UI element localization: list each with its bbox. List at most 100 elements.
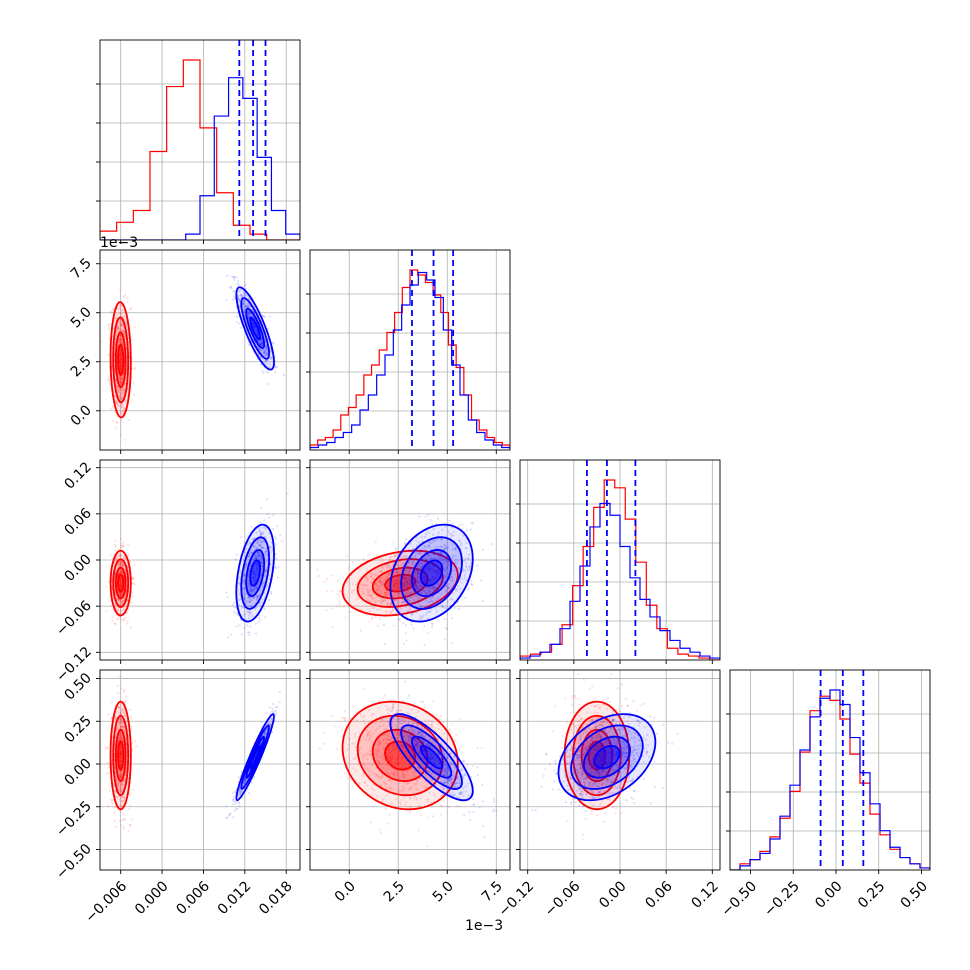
scatter-point <box>261 344 264 347</box>
scatter-point <box>126 781 129 784</box>
scatter-point <box>441 604 444 608</box>
scatter-point <box>352 589 355 592</box>
scatter-point <box>100 340 103 343</box>
scatter-point <box>351 589 354 592</box>
scatter-point <box>418 580 421 584</box>
scatter-point <box>359 629 362 632</box>
scatter-point <box>259 343 262 346</box>
scatter-point <box>130 601 133 604</box>
scatter-point <box>257 555 260 559</box>
scatter-point <box>107 378 110 381</box>
panel-0-0 <box>96 39 301 244</box>
scatter-point <box>250 525 253 528</box>
scatter-point <box>393 585 396 588</box>
scatter-point <box>115 791 118 794</box>
scatter-point <box>253 577 256 581</box>
scatter-point <box>120 721 124 725</box>
scatter-point <box>430 600 433 603</box>
scatter-point <box>455 562 458 565</box>
scatter-point <box>404 624 407 627</box>
scatter-point <box>119 380 122 383</box>
scatter-point <box>117 738 121 741</box>
scatter-point <box>251 321 255 324</box>
scatter-point <box>122 316 126 319</box>
scatter-point <box>120 725 123 729</box>
scatter-point <box>115 825 118 828</box>
contour-line <box>112 714 130 797</box>
scatter-point <box>423 624 426 628</box>
scatter-point <box>248 568 251 571</box>
scatter-point <box>261 348 264 352</box>
scatter-point <box>428 600 431 603</box>
scatter-point <box>253 328 256 331</box>
scatter-point <box>121 390 124 393</box>
scatter-point <box>338 600 341 603</box>
scatter-point <box>417 588 421 591</box>
scatter-point <box>119 350 123 353</box>
scatter-point <box>120 600 124 603</box>
scatter-point <box>246 305 249 308</box>
scatter-point <box>264 352 267 356</box>
scatter-point <box>369 594 372 598</box>
scatter-point <box>394 586 397 589</box>
contour-line <box>235 523 275 623</box>
scatter-point <box>405 582 408 585</box>
scatter-point <box>380 601 383 604</box>
scatter-point <box>431 570 434 574</box>
scatter-point <box>249 312 252 315</box>
scatter-point <box>374 582 378 585</box>
density-fill <box>236 287 274 370</box>
scatter-point <box>121 725 124 728</box>
scatter-point <box>244 283 247 286</box>
scatter-point <box>407 609 410 613</box>
scatter-point <box>240 790 243 793</box>
scatter-point <box>225 299 228 302</box>
scatter-point <box>238 322 241 325</box>
scatter-point <box>429 598 433 601</box>
scatter-point <box>120 593 123 596</box>
scatter-point <box>260 598 264 601</box>
scatter-point <box>259 343 263 346</box>
scatter-point <box>440 538 444 541</box>
panel-border <box>309 249 511 451</box>
scatter-point <box>363 583 366 587</box>
scatter-point <box>265 353 268 356</box>
scatter-point <box>454 547 457 551</box>
scatter-point <box>120 377 123 380</box>
scatter-point <box>470 583 474 587</box>
scatter-point <box>120 352 123 355</box>
scatter-point <box>128 824 132 827</box>
scatter-point <box>260 540 263 544</box>
scatter-point <box>255 568 259 572</box>
scatter-point <box>252 325 255 329</box>
scatter-point <box>385 561 388 565</box>
scatter-point <box>266 585 269 588</box>
scatter-point <box>118 774 121 777</box>
scatter-point <box>413 581 417 584</box>
scatter-point <box>242 310 246 313</box>
scatter-point <box>255 563 258 566</box>
scatter-point <box>415 580 418 583</box>
scatter-point <box>247 581 251 584</box>
scatter-point <box>269 355 272 359</box>
scatter-point <box>260 532 264 535</box>
scatter-point <box>115 329 118 332</box>
scatter-point <box>131 748 134 751</box>
scatter-point <box>248 769 251 772</box>
scatter-point <box>431 540 434 543</box>
scatter-point <box>120 560 123 563</box>
scatter-point <box>435 610 438 613</box>
scatter-point <box>450 534 453 537</box>
scatter-point <box>258 616 261 619</box>
scatter-point <box>119 553 122 557</box>
scatter-point <box>257 581 261 585</box>
scatter-point <box>433 551 436 554</box>
scatter-point <box>122 564 125 568</box>
scatter-point <box>119 562 122 566</box>
scatter-point <box>119 348 122 351</box>
scatter-point <box>444 590 447 593</box>
scatter-point <box>427 566 430 569</box>
scatter-point <box>449 536 452 539</box>
scatter-point <box>381 559 384 562</box>
scatter-point <box>362 592 365 596</box>
